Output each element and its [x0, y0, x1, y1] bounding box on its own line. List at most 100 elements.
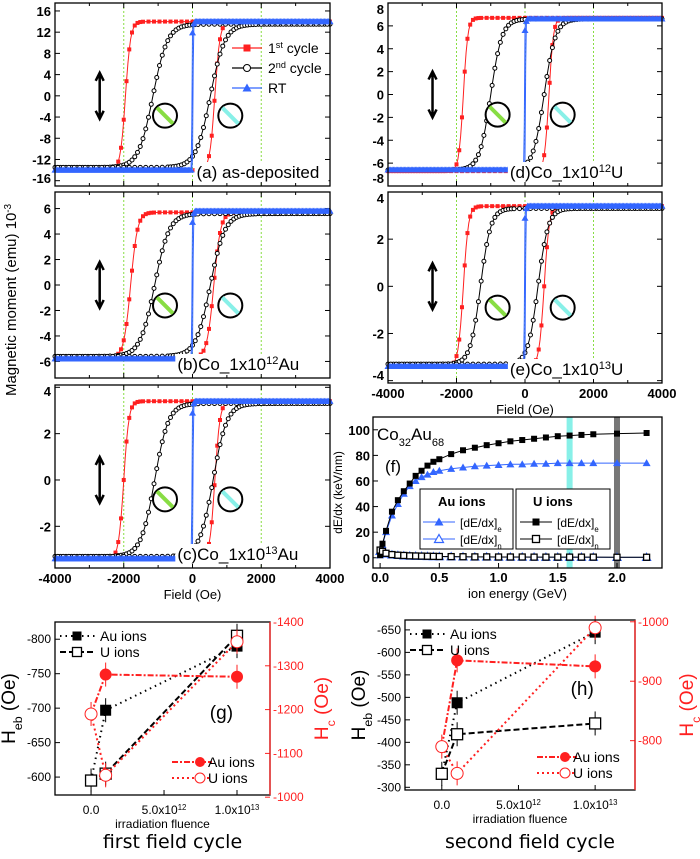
data-point — [479, 15, 484, 20]
panel-d: 8 6 4 2 0 -2 -4 -6-8 (d)Co_1x1012U — [372, 2, 666, 187]
y-tick-label: -700 — [27, 701, 51, 715]
legend-label: [dE/dx]e — [557, 516, 599, 534]
magnetization-arrow-icon — [94, 259, 105, 311]
panel-g: 0.0 5.0x1012 1.0x1013 -800 -750 -700 -650 -600 -… — [0, 615, 338, 853]
data-point — [506, 204, 511, 209]
data-point — [121, 477, 126, 482]
data-point — [132, 545, 138, 551]
data-point — [492, 65, 498, 71]
y-tick-label: -2 — [372, 110, 384, 125]
data-point — [217, 240, 223, 246]
data-point — [541, 92, 547, 97]
data-point — [137, 537, 143, 543]
data-point — [527, 332, 533, 338]
data-point — [132, 345, 138, 351]
data-point — [121, 338, 126, 343]
data-point — [393, 500, 402, 508]
y-tick-label: -2 — [39, 519, 51, 534]
series-RT — [51, 397, 334, 562]
data-point — [137, 336, 143, 342]
data-point — [506, 460, 515, 468]
panel-h: 0.0 5.0x1012 1.0x1013 -650 -600 -550 -500 -450 -… — [349, 615, 700, 853]
data-point — [179, 210, 184, 215]
data-point — [521, 214, 529, 221]
data-point — [481, 132, 487, 138]
text-segment: (f) — [385, 457, 401, 476]
data-point — [482, 461, 491, 469]
data-point — [642, 459, 651, 467]
data-point — [489, 82, 495, 88]
panel-caption: second field cycle — [445, 831, 615, 853]
y-tick-label: 2 — [44, 253, 51, 268]
data-point — [121, 117, 126, 122]
data-point — [411, 476, 420, 484]
text-segment: U — [611, 163, 623, 182]
data-point — [481, 258, 487, 264]
panel-label: (c)Co_1x1013Au — [177, 545, 298, 564]
data-point — [127, 47, 132, 52]
data-point — [163, 19, 167, 24]
y-axis-label: dE/dx (keV/nm) — [331, 451, 345, 534]
text-segment: H — [677, 723, 698, 737]
y2-tick-label: -1000 — [638, 615, 669, 629]
data-point — [223, 422, 228, 428]
plot-frame — [54, 191, 331, 379]
y-tick-label: 80 — [356, 448, 370, 463]
data-point — [135, 20, 140, 25]
data-point — [151, 481, 157, 487]
data-point — [146, 211, 151, 216]
data-point — [489, 220, 495, 226]
text-segment: (d)Co_1x10 — [510, 163, 599, 182]
label-background — [175, 354, 301, 374]
legend-label: 2nd cycle — [268, 60, 322, 76]
data-point — [486, 229, 492, 235]
x-tick-label: 4000 — [648, 386, 677, 401]
data-point — [454, 162, 459, 167]
data-point — [124, 321, 129, 326]
data-point — [388, 508, 395, 515]
panel-label: (b)Co_1x1012Au — [177, 355, 299, 374]
data-point — [209, 86, 215, 92]
data-point — [217, 51, 223, 57]
data-point — [170, 410, 176, 416]
data-point — [84, 774, 98, 787]
hc-series-u — [435, 615, 602, 786]
data-point — [185, 399, 189, 404]
data-point — [230, 635, 244, 649]
text-segment: H — [349, 727, 370, 741]
legend-label: U ions — [573, 765, 613, 781]
data-point — [590, 431, 597, 438]
data-point — [149, 210, 154, 215]
data-point — [459, 553, 467, 561]
y-tick-label: 12 — [37, 25, 51, 40]
data-point — [195, 538, 201, 544]
data-point — [220, 43, 226, 49]
y-tick-label: 60 — [356, 474, 370, 489]
data-point — [406, 552, 414, 560]
data-point — [146, 19, 151, 24]
chart-title: Co32Au68 — [377, 425, 444, 449]
y-tick-label: 16 — [37, 4, 51, 19]
data-point — [544, 229, 550, 235]
data-point — [530, 148, 536, 154]
data-point — [190, 399, 195, 404]
data-point — [512, 204, 517, 209]
data-point — [577, 459, 586, 467]
data-point — [476, 16, 481, 21]
data-point — [223, 215, 228, 220]
y-tick-label: -2 — [372, 326, 384, 341]
legend-title: U ions — [533, 494, 573, 509]
x-tick-label: 4000 — [316, 571, 345, 586]
data-point — [470, 161, 476, 167]
y-tick-label: 20 — [356, 525, 370, 540]
data-point — [553, 459, 562, 467]
data-point — [148, 101, 154, 107]
data-point — [435, 767, 448, 780]
data-point — [212, 98, 217, 103]
data-point — [465, 36, 470, 41]
x-tick-label: 2000 — [247, 571, 276, 586]
text-segment: 5.0x10 — [142, 803, 178, 817]
data-point — [209, 304, 214, 309]
data-point — [203, 113, 209, 119]
